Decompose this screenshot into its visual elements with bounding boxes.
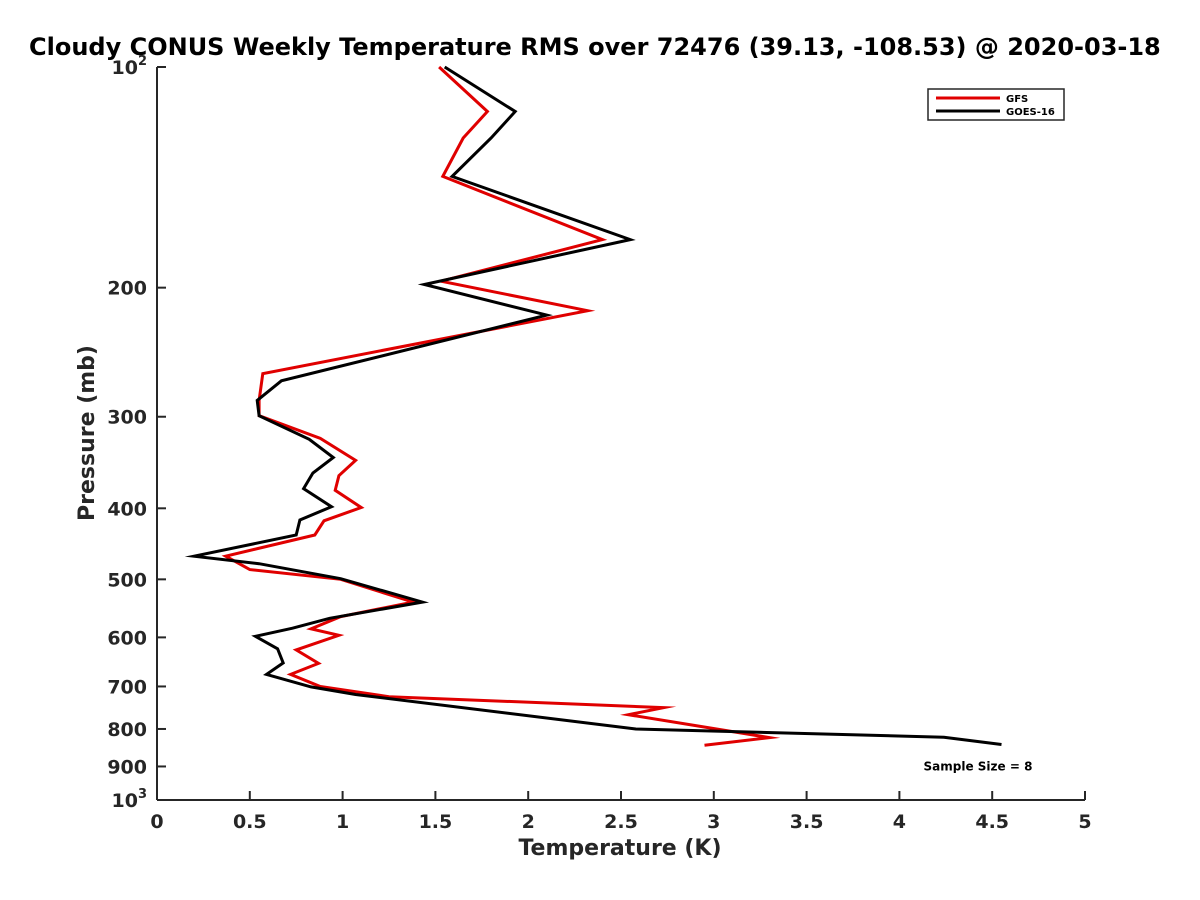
y-tick-label: 200 <box>107 278 147 300</box>
y-tick-label: 600 <box>107 627 147 649</box>
x-tick-label: 1 <box>336 811 349 833</box>
sample-size-annotation: Sample Size = 8 <box>924 759 1033 773</box>
y-tick-label: 103 <box>112 787 148 812</box>
x-tick-label: 1.5 <box>419 811 453 833</box>
y-tick-label: 900 <box>107 756 147 778</box>
x-tick-label: 2.5 <box>604 811 638 833</box>
series-line-gfs <box>221 65 781 747</box>
x-tick-label: 4.5 <box>975 811 1009 833</box>
x-axis-label: Temperature (K) <box>518 836 721 861</box>
x-tick-label: 0.5 <box>233 811 267 833</box>
x-tick-label: 3.5 <box>790 811 824 833</box>
axes: 0 0.5 1 1.5 2 2.5 3 3.5 4 4.5 5 102 200 300 400 500 600 7… <box>107 54 1091 833</box>
legend-entry: GOES-16 <box>1006 107 1055 118</box>
y-tick-label: 300 <box>107 407 147 429</box>
legend-box <box>927 88 1065 121</box>
annotations: Sample Size = 8 <box>924 759 1033 773</box>
x-tick-label: 0 <box>150 811 163 833</box>
y-tick-label: 400 <box>107 498 147 520</box>
x-tick-label: 4 <box>893 811 906 833</box>
series-line-goes-16 <box>184 65 1002 746</box>
legend-entry: GFS <box>1006 94 1028 105</box>
x-tick-label: 3 <box>707 811 720 833</box>
legend: GFS GOES-16 <box>927 88 1065 121</box>
y-tick-label: 700 <box>107 676 147 698</box>
chart-title: Cloudy CONUS Weekly Temperature RMS over… <box>29 33 1161 61</box>
y-tick-label: 102 <box>112 54 148 79</box>
series-layer <box>184 65 1002 747</box>
x-tick-label: 2 <box>522 811 535 833</box>
x-tick-label: 5 <box>1078 811 1091 833</box>
y-tick-label: 500 <box>107 569 147 591</box>
y-axis-label: Pressure (mb) <box>75 345 100 521</box>
y-tick-label: 800 <box>107 719 147 741</box>
